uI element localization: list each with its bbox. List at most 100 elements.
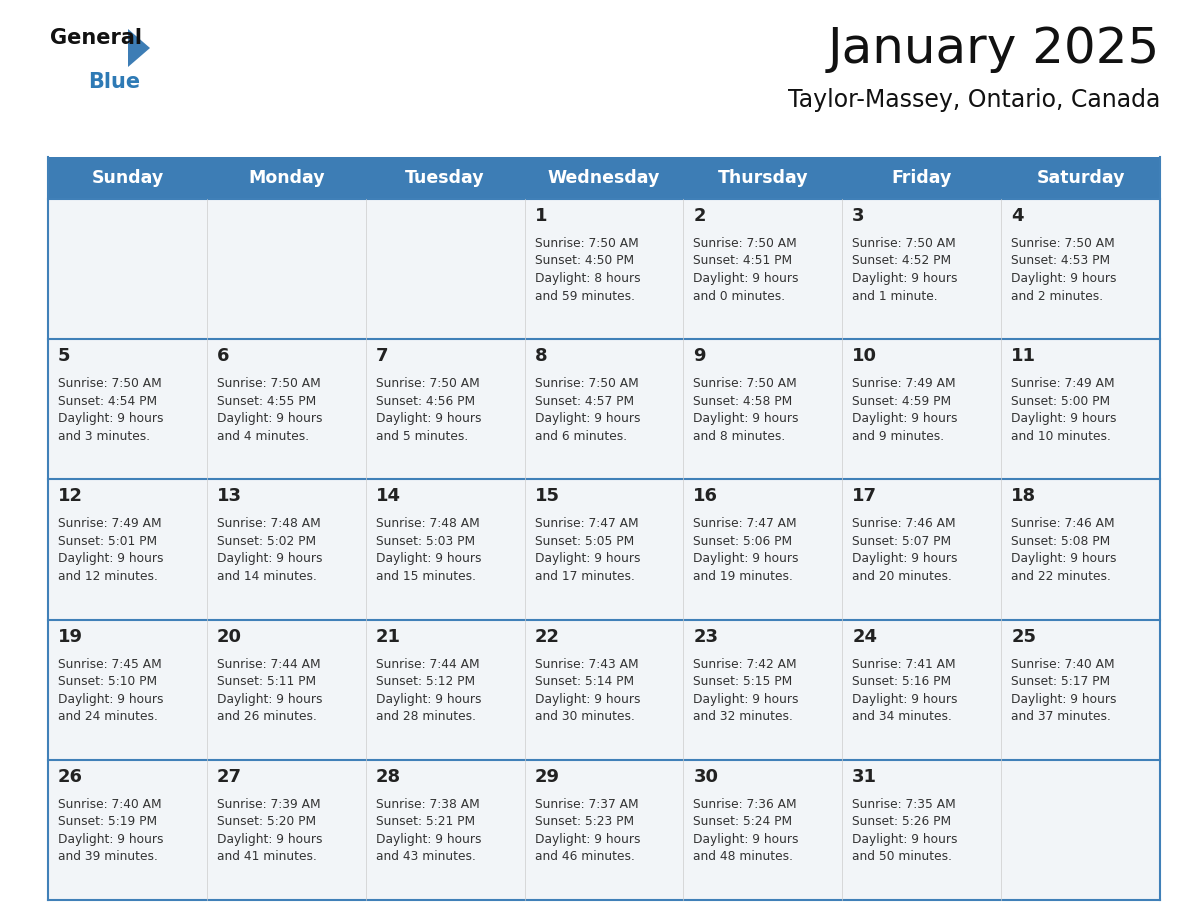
Bar xyxy=(366,339,525,479)
Text: 5: 5 xyxy=(58,347,70,365)
Text: 6: 6 xyxy=(217,347,229,365)
Bar xyxy=(366,199,525,339)
Text: Sunrise: 7:46 AM
Sunset: 5:08 PM
Daylight: 9 hours
and 22 minutes.: Sunrise: 7:46 AM Sunset: 5:08 PM Dayligh… xyxy=(1011,518,1117,583)
Text: Sunrise: 7:50 AM
Sunset: 4:55 PM
Daylight: 9 hours
and 4 minutes.: Sunrise: 7:50 AM Sunset: 4:55 PM Dayligh… xyxy=(217,377,322,442)
Text: Sunrise: 7:50 AM
Sunset: 4:53 PM
Daylight: 9 hours
and 2 minutes.: Sunrise: 7:50 AM Sunset: 4:53 PM Dayligh… xyxy=(1011,237,1117,303)
Text: Thursday: Thursday xyxy=(718,169,808,187)
Text: Sunrise: 7:49 AM
Sunset: 4:59 PM
Daylight: 9 hours
and 9 minutes.: Sunrise: 7:49 AM Sunset: 4:59 PM Dayligh… xyxy=(852,377,958,442)
Text: Sunrise: 7:50 AM
Sunset: 4:58 PM
Daylight: 9 hours
and 8 minutes.: Sunrise: 7:50 AM Sunset: 4:58 PM Dayligh… xyxy=(694,377,798,442)
Bar xyxy=(683,760,842,900)
Text: 26: 26 xyxy=(58,767,83,786)
Text: 8: 8 xyxy=(535,347,548,365)
Bar xyxy=(842,199,1001,339)
Text: Sunrise: 7:35 AM
Sunset: 5:26 PM
Daylight: 9 hours
and 50 minutes.: Sunrise: 7:35 AM Sunset: 5:26 PM Dayligh… xyxy=(852,798,958,863)
Bar xyxy=(207,760,366,900)
Bar xyxy=(48,199,207,339)
Bar xyxy=(1001,157,1159,199)
Bar xyxy=(1001,620,1159,760)
Text: Sunrise: 7:40 AM
Sunset: 5:19 PM
Daylight: 9 hours
and 39 minutes.: Sunrise: 7:40 AM Sunset: 5:19 PM Dayligh… xyxy=(58,798,164,863)
Text: Monday: Monday xyxy=(248,169,324,187)
Bar xyxy=(1001,339,1159,479)
Bar xyxy=(525,339,683,479)
Text: Sunrise: 7:46 AM
Sunset: 5:07 PM
Daylight: 9 hours
and 20 minutes.: Sunrise: 7:46 AM Sunset: 5:07 PM Dayligh… xyxy=(852,518,958,583)
Bar xyxy=(683,339,842,479)
Bar xyxy=(842,339,1001,479)
Text: Sunrise: 7:50 AM
Sunset: 4:51 PM
Daylight: 9 hours
and 0 minutes.: Sunrise: 7:50 AM Sunset: 4:51 PM Dayligh… xyxy=(694,237,798,303)
Text: Sunrise: 7:49 AM
Sunset: 5:00 PM
Daylight: 9 hours
and 10 minutes.: Sunrise: 7:49 AM Sunset: 5:00 PM Dayligh… xyxy=(1011,377,1117,442)
Text: Sunrise: 7:50 AM
Sunset: 4:54 PM
Daylight: 9 hours
and 3 minutes.: Sunrise: 7:50 AM Sunset: 4:54 PM Dayligh… xyxy=(58,377,164,442)
Bar xyxy=(683,157,842,199)
Text: Taylor-Massey, Ontario, Canada: Taylor-Massey, Ontario, Canada xyxy=(788,88,1159,112)
Bar xyxy=(1001,760,1159,900)
Text: Friday: Friday xyxy=(891,169,952,187)
Text: Sunrise: 7:39 AM
Sunset: 5:20 PM
Daylight: 9 hours
and 41 minutes.: Sunrise: 7:39 AM Sunset: 5:20 PM Dayligh… xyxy=(217,798,322,863)
Text: 22: 22 xyxy=(535,628,560,645)
Text: Sunrise: 7:42 AM
Sunset: 5:15 PM
Daylight: 9 hours
and 32 minutes.: Sunrise: 7:42 AM Sunset: 5:15 PM Dayligh… xyxy=(694,657,798,723)
Bar xyxy=(366,479,525,620)
Text: Sunrise: 7:37 AM
Sunset: 5:23 PM
Daylight: 9 hours
and 46 minutes.: Sunrise: 7:37 AM Sunset: 5:23 PM Dayligh… xyxy=(535,798,640,863)
Text: 7: 7 xyxy=(375,347,388,365)
Text: 31: 31 xyxy=(852,767,877,786)
Text: Sunrise: 7:44 AM
Sunset: 5:12 PM
Daylight: 9 hours
and 28 minutes.: Sunrise: 7:44 AM Sunset: 5:12 PM Dayligh… xyxy=(375,657,481,723)
Text: Sunrise: 7:36 AM
Sunset: 5:24 PM
Daylight: 9 hours
and 48 minutes.: Sunrise: 7:36 AM Sunset: 5:24 PM Dayligh… xyxy=(694,798,798,863)
Bar xyxy=(842,760,1001,900)
Text: 30: 30 xyxy=(694,767,719,786)
Bar xyxy=(207,620,366,760)
Text: 19: 19 xyxy=(58,628,83,645)
Bar xyxy=(842,620,1001,760)
Text: 24: 24 xyxy=(852,628,877,645)
Text: Sunrise: 7:43 AM
Sunset: 5:14 PM
Daylight: 9 hours
and 30 minutes.: Sunrise: 7:43 AM Sunset: 5:14 PM Dayligh… xyxy=(535,657,640,723)
Text: Sunrise: 7:47 AM
Sunset: 5:06 PM
Daylight: 9 hours
and 19 minutes.: Sunrise: 7:47 AM Sunset: 5:06 PM Dayligh… xyxy=(694,518,798,583)
Text: Sunrise: 7:40 AM
Sunset: 5:17 PM
Daylight: 9 hours
and 37 minutes.: Sunrise: 7:40 AM Sunset: 5:17 PM Dayligh… xyxy=(1011,657,1117,723)
Text: General: General xyxy=(50,28,143,48)
Bar xyxy=(1001,199,1159,339)
Text: Sunrise: 7:50 AM
Sunset: 4:57 PM
Daylight: 9 hours
and 6 minutes.: Sunrise: 7:50 AM Sunset: 4:57 PM Dayligh… xyxy=(535,377,640,442)
Text: 27: 27 xyxy=(217,767,242,786)
Text: Sunrise: 7:44 AM
Sunset: 5:11 PM
Daylight: 9 hours
and 26 minutes.: Sunrise: 7:44 AM Sunset: 5:11 PM Dayligh… xyxy=(217,657,322,723)
Text: Sunrise: 7:50 AM
Sunset: 4:52 PM
Daylight: 9 hours
and 1 minute.: Sunrise: 7:50 AM Sunset: 4:52 PM Dayligh… xyxy=(852,237,958,303)
Text: 10: 10 xyxy=(852,347,877,365)
Text: 13: 13 xyxy=(217,487,242,506)
Text: 21: 21 xyxy=(375,628,400,645)
Bar xyxy=(48,339,207,479)
Text: Wednesday: Wednesday xyxy=(548,169,661,187)
Text: 18: 18 xyxy=(1011,487,1036,506)
Text: Sunrise: 7:48 AM
Sunset: 5:02 PM
Daylight: 9 hours
and 14 minutes.: Sunrise: 7:48 AM Sunset: 5:02 PM Dayligh… xyxy=(217,518,322,583)
Bar xyxy=(525,479,683,620)
Bar xyxy=(842,157,1001,199)
Bar xyxy=(48,620,207,760)
Text: Sunrise: 7:38 AM
Sunset: 5:21 PM
Daylight: 9 hours
and 43 minutes.: Sunrise: 7:38 AM Sunset: 5:21 PM Dayligh… xyxy=(375,798,481,863)
Text: January 2025: January 2025 xyxy=(828,25,1159,73)
Text: 17: 17 xyxy=(852,487,877,506)
Text: 9: 9 xyxy=(694,347,706,365)
Text: Saturday: Saturday xyxy=(1036,169,1125,187)
Text: Blue: Blue xyxy=(88,72,140,92)
Bar xyxy=(366,760,525,900)
Text: Sunrise: 7:50 AM
Sunset: 4:50 PM
Daylight: 8 hours
and 59 minutes.: Sunrise: 7:50 AM Sunset: 4:50 PM Dayligh… xyxy=(535,237,640,303)
Text: Sunrise: 7:45 AM
Sunset: 5:10 PM
Daylight: 9 hours
and 24 minutes.: Sunrise: 7:45 AM Sunset: 5:10 PM Dayligh… xyxy=(58,657,164,723)
Bar xyxy=(525,620,683,760)
Text: 3: 3 xyxy=(852,207,865,225)
Text: Sunday: Sunday xyxy=(91,169,164,187)
Bar xyxy=(207,157,366,199)
Text: Sunrise: 7:47 AM
Sunset: 5:05 PM
Daylight: 9 hours
and 17 minutes.: Sunrise: 7:47 AM Sunset: 5:05 PM Dayligh… xyxy=(535,518,640,583)
Text: 12: 12 xyxy=(58,487,83,506)
Bar xyxy=(525,157,683,199)
Text: 1: 1 xyxy=(535,207,546,225)
Text: 25: 25 xyxy=(1011,628,1036,645)
Bar xyxy=(683,199,842,339)
Bar xyxy=(683,479,842,620)
Text: 20: 20 xyxy=(217,628,242,645)
Text: Tuesday: Tuesday xyxy=(405,169,485,187)
Text: Sunrise: 7:50 AM
Sunset: 4:56 PM
Daylight: 9 hours
and 5 minutes.: Sunrise: 7:50 AM Sunset: 4:56 PM Dayligh… xyxy=(375,377,481,442)
Text: Sunrise: 7:48 AM
Sunset: 5:03 PM
Daylight: 9 hours
and 15 minutes.: Sunrise: 7:48 AM Sunset: 5:03 PM Dayligh… xyxy=(375,518,481,583)
Bar xyxy=(1001,479,1159,620)
Bar xyxy=(366,620,525,760)
Bar xyxy=(48,157,207,199)
Text: 2: 2 xyxy=(694,207,706,225)
Bar xyxy=(48,760,207,900)
Polygon shape xyxy=(128,29,150,67)
Bar xyxy=(525,760,683,900)
Text: 4: 4 xyxy=(1011,207,1024,225)
Bar xyxy=(207,199,366,339)
